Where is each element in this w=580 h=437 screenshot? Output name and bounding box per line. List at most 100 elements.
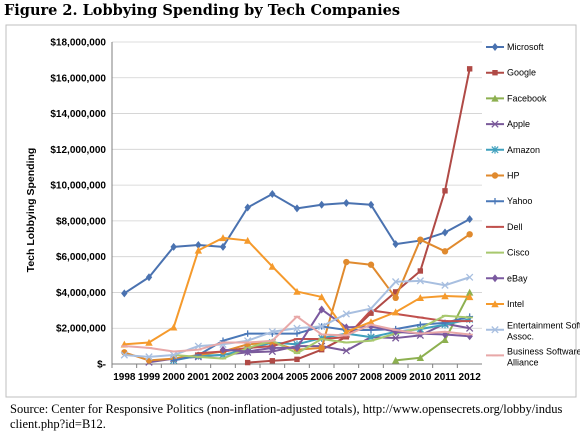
x-tick-label: 2007 (335, 372, 358, 383)
data-point-hp (441, 248, 449, 255)
data-point-microsoft (367, 200, 375, 209)
data-point-ebay (269, 343, 276, 352)
x-tick-label: 2008 (360, 372, 383, 383)
x-tick-label: 2010 (409, 372, 432, 383)
data-point-entertainment-software-assoc (342, 310, 350, 318)
legend-marker-entertainment-software-assoc (491, 326, 499, 334)
data-point-facebook (416, 354, 425, 361)
legend-label: Dell (507, 222, 523, 232)
data-point-apple (466, 324, 474, 332)
data-point-hp (466, 231, 473, 238)
y-tick-label: $8,000,000 (56, 216, 106, 227)
data-point-yahoo (170, 357, 177, 364)
data-point-entertainment-software-assoc (293, 324, 301, 332)
axes: $- $2,000,000 $4,000,000 $6,000,000 $8,000,0… (50, 38, 482, 383)
data-point-intel (145, 338, 153, 346)
data-point-intel (194, 246, 203, 254)
data-point-microsoft (441, 228, 449, 237)
data-point-yahoo (244, 330, 251, 337)
data-point-intel (268, 262, 277, 270)
data-point-facebook (391, 356, 400, 364)
legend: Microsoft Google Facebook Apple Amazon HP Yaho… (486, 42, 580, 367)
legend-label-line: Facebook (507, 93, 547, 103)
data-point-entertainment-software-assoc (441, 281, 449, 289)
data-point-yahoo (417, 321, 424, 328)
data-point-entertainment-software-assoc (145, 353, 153, 361)
x-tick-label: 2009 (385, 372, 408, 383)
legend-label-line: Amazon (507, 145, 540, 155)
figure-title: Figure 2. Lobbying Spending by Tech Comp… (4, 2, 401, 19)
legend-label: Yahoo (507, 196, 532, 206)
data-point-intel (441, 292, 449, 300)
data-point-intel (243, 236, 252, 244)
legend-label: Google (507, 68, 536, 78)
data-point-microsoft (343, 199, 350, 207)
data-point-entertainment-software-assoc (367, 304, 375, 313)
legend-marker-amazon (491, 146, 499, 154)
data-point-apple (392, 334, 400, 342)
legend-label-line: Alliance (507, 357, 539, 367)
data-point-google (392, 289, 399, 295)
grid-lines (112, 41, 482, 329)
x-tick-label: 2005 (286, 372, 309, 383)
legend-label-line: Business Software (507, 346, 580, 356)
data-point-intel (342, 328, 351, 335)
data-point-microsoft (170, 242, 177, 251)
x-tick-label: 2011 (434, 372, 456, 383)
data-point-facebook (465, 288, 474, 296)
data-point-microsoft (466, 215, 473, 224)
data-point-google (294, 356, 300, 363)
data-point-microsoft (318, 200, 325, 209)
legend-label: Amazon (507, 145, 540, 155)
data-point-google (466, 66, 473, 72)
x-tick-label: 2004 (261, 372, 284, 383)
legend-marker-hp (491, 172, 499, 179)
legend-label-line: eBay (507, 273, 528, 283)
data-point-microsoft (219, 242, 227, 251)
legend-marker-microsoft (491, 43, 499, 51)
data-point-google (269, 358, 276, 364)
legend-label-line: Assoc. (507, 332, 534, 342)
x-tick-label: 2000 (163, 372, 186, 383)
x-tick-label: 2002 (212, 372, 235, 383)
x-tick-label: 1999 (138, 372, 161, 383)
data-point-hp (367, 261, 375, 268)
data-point-entertainment-software-assoc (120, 351, 128, 359)
x-tick-label: 2001 (187, 372, 210, 383)
data-point-microsoft (195, 241, 202, 250)
data-point-intel (169, 323, 178, 331)
data-point-intel (317, 293, 326, 301)
y-axis-label: Tech Lobbying Spending (25, 148, 37, 273)
legend-label: eBay (507, 273, 528, 283)
data-point-ebay (244, 347, 251, 356)
data-point-hp (318, 344, 325, 352)
y-tick-label: $6,000,000 (56, 252, 106, 263)
data-point-intel (219, 234, 227, 242)
legend-label: Cisco (507, 248, 530, 258)
y-tick-label: $14,000,000 (50, 109, 106, 120)
line-chart: $- $2,000,000 $4,000,000 $6,000,000 $8,000,0… (5, 24, 580, 398)
data-point-entertainment-software-assoc (416, 277, 424, 285)
legend-label-line: HP (507, 171, 520, 181)
data-point-microsoft (293, 204, 301, 213)
x-tick-label: 2003 (237, 372, 260, 383)
data-point-microsoft (392, 240, 399, 249)
data-point-intel (465, 293, 474, 301)
data-point-google (417, 268, 424, 274)
legend-label: Entertainment SoftwareAssoc. (507, 321, 580, 342)
data-point-hp (417, 236, 424, 243)
legend-label: Apple (507, 119, 530, 129)
legend-label: Facebook (507, 93, 547, 103)
legend-marker-apple (491, 120, 499, 128)
y-tick-label: $12,000,000 (50, 145, 106, 156)
data-point-intel (293, 287, 301, 295)
data-point-ebay (293, 343, 301, 352)
data-point-entertainment-software-assoc (392, 278, 400, 286)
data-point-intel (391, 308, 400, 316)
legend-label-line: Cisco (507, 248, 530, 258)
data-point-yahoo (293, 330, 301, 337)
data-point-microsoft (145, 273, 153, 282)
data-point-entertainment-software-assoc (466, 273, 474, 281)
y-tick-label: $10,000,000 (50, 181, 106, 192)
data-point-microsoft (244, 203, 251, 212)
